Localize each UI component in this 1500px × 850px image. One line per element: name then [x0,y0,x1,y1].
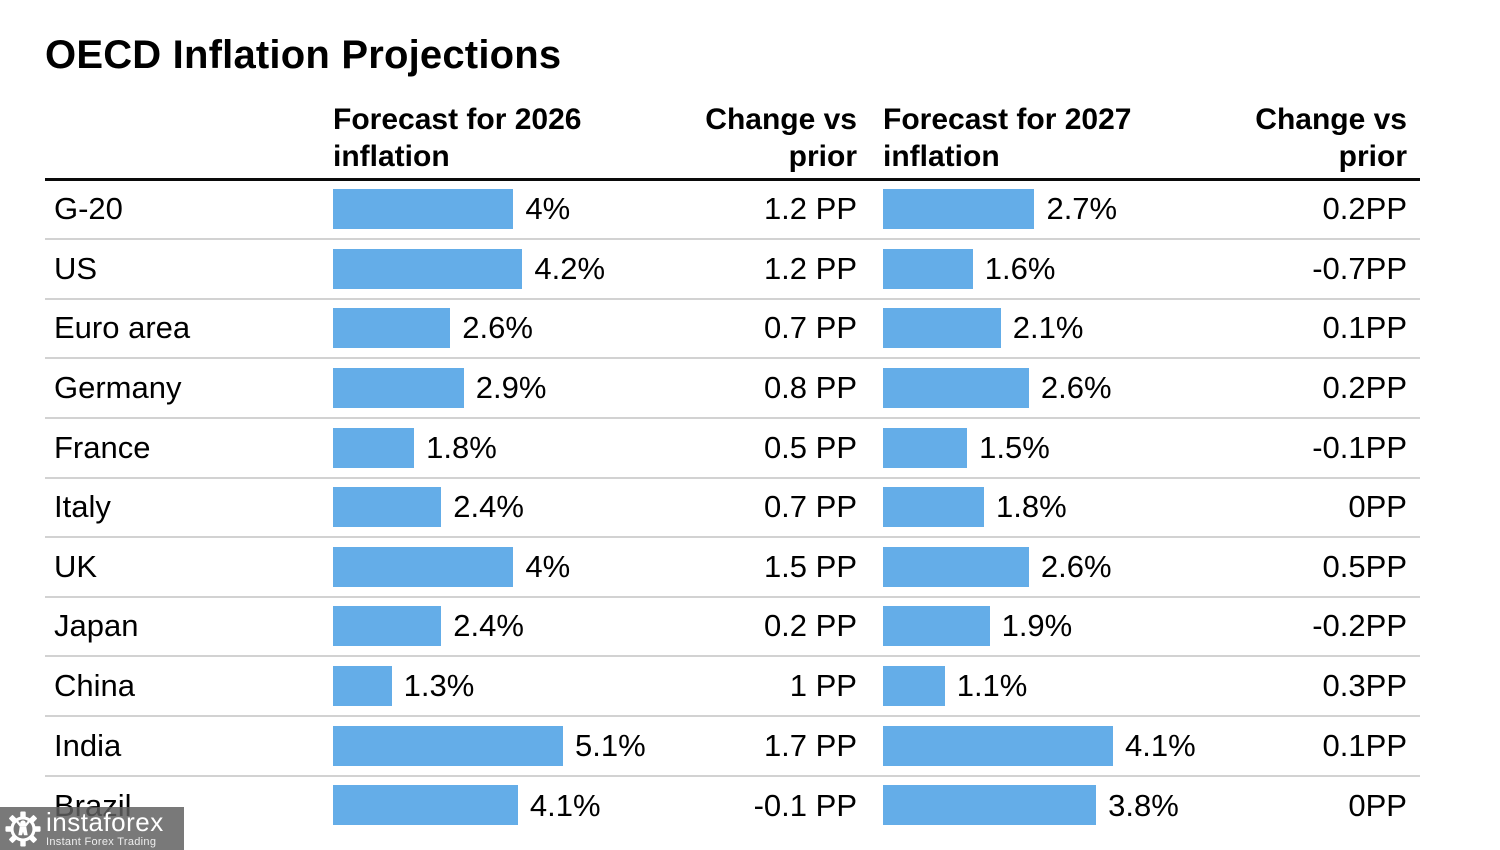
watermark-text: instaforex Instant Forex Trading [46,809,164,848]
forecast-2026-bar [333,666,392,707]
forecast-2026-bar [333,189,514,229]
change-2026-value: 1.2 PP [763,250,857,286]
forecast-2026-bar [333,546,514,587]
change-2027-value: 0.1PP [1322,310,1407,346]
change-2026-value: 1.5 PP [763,548,857,584]
change-2026-value: -0.1 PP [753,788,857,824]
row-label: US [54,250,98,286]
change-2027-value: 0.1PP [1322,727,1407,763]
change-2027-value: 0.5PP [1322,548,1407,584]
forecast-2026-value: 4.2% [534,250,606,286]
forecast-2027-bar [883,546,1029,587]
table-row: US 4.2% 1.2 PP 1.6% -0.7PP [45,240,1420,300]
change-2027-value: 0.3PP [1322,668,1407,704]
table-row: France 1.8% 0.5 PP 1.5% -0.1PP [45,419,1420,479]
forecast-2026-bar [333,367,464,408]
forecast-2026-value: 2.4% [453,489,524,525]
forecast-2026-value: 2.4% [453,608,524,644]
col-header-change-2026: Change vs prior [705,103,857,173]
forecast-2027-bar [883,785,1097,826]
row-label: China [54,668,135,704]
forecast-2026-bar [333,785,518,826]
header-rule [45,178,1420,181]
change-2026-value: 0.7 PP [763,489,857,525]
forecast-2027-bar [883,248,973,289]
forecast-2027-value: 3.8% [1108,788,1179,824]
row-label: Euro area [54,310,191,346]
forecast-2026-value: 2.9% [475,369,547,405]
forecast-2026-value: 4% [525,191,571,226]
forecast-2027-bar [883,487,984,528]
change-2026-value: 0.8 PP [763,369,857,405]
change-2027-value: 0PP [1348,489,1407,525]
row-label: G-20 [54,191,123,226]
row-label: UK [54,548,98,584]
forecast-2027-value: 2.6% [1040,548,1112,584]
change-2026-value: 0.5 PP [763,429,857,465]
table-row: China 1.3% 1 PP 1.1% 0.3PP [45,657,1420,718]
forecast-2026-value: 4.1% [529,788,601,824]
row-label: India [54,727,122,763]
forecast-2026-bar [333,308,451,349]
change-2027-value: 0.2PP [1322,369,1407,405]
forecast-2026-value: 1.3% [403,668,475,704]
table-row: UK 4% 1.5 PP 2.6% 0.5PP [45,538,1420,598]
forecast-2027-value: 1.6% [984,250,1056,286]
row-label: Japan [54,608,139,644]
forecast-2026-bar [333,606,442,647]
forecast-2027-value: 1.5% [979,429,1050,465]
forecast-2026-value: 2.6% [462,310,533,346]
change-2026-value: 0.7 PP [763,310,857,346]
forecast-2027-value: 1.8% [995,489,1067,525]
row-label: Italy [54,489,111,525]
forecast-2027-bar [883,725,1113,766]
col-header-forecast-2026: Forecast for 2026 inflation [333,103,582,173]
forecast-2026-bar [333,487,442,528]
forecast-2027-bar [883,189,1035,229]
forecast-2027-bar [883,606,990,647]
watermark-brand: instaforex [46,807,164,837]
forecast-2026-value: 1.8% [426,429,497,465]
table-row: Brazil 4.1% -0.1 PP 3.8% 0PP [45,776,1420,836]
forecast-2026-bar [333,725,563,766]
gear-person-icon [5,810,41,847]
change-2026-value: 1 PP [789,668,857,704]
table-row: Japan 2.4% 0.2 PP 1.9% -0.2PP [45,597,1420,658]
forecast-2026-value: 4% [525,548,571,584]
table-row: Germany 2.9% 0.8 PP 2.6% 0.2PP [45,359,1420,419]
forecast-2027-bar [883,367,1029,408]
table-row: Italy 2.4% 0.7 PP 1.8% 0PP [45,478,1420,539]
forecast-2027-value: 1.1% [956,668,1028,704]
instaforex-watermark: instaforex Instant Forex Trading [0,807,184,850]
watermark-tagline: Instant Forex Trading [46,836,157,848]
change-2027-value: -0.7PP [1312,250,1407,286]
col-header-forecast-2027: Forecast for 2027 inflation [883,103,1132,173]
row-label: France [54,429,151,465]
chart-title: OECD Inflation Projections [45,33,562,77]
change-2027-value: 0PP [1348,788,1407,824]
forecast-2027-value: 2.6% [1040,369,1112,405]
change-2027-value: 0.2PP [1322,191,1407,226]
forecast-2026-value: 5.1% [575,727,646,763]
change-2026-value: 1.2 PP [763,191,857,226]
forecast-2027-bar [883,666,945,707]
col-header-change-2027: Change vs prior [1255,103,1407,173]
forecast-2027-value: 4.1% [1125,727,1196,763]
change-2027-value: -0.2PP [1312,608,1407,644]
change-2026-value: 0.2 PP [763,608,857,644]
forecast-2027-bar [883,427,968,468]
table-row: G-20 4% 1.2 PP 2.7% 0.2PP [45,180,1420,240]
forecast-2027-value: 2.7% [1046,191,1118,226]
forecast-2026-bar [333,427,415,468]
row-label: Germany [54,369,182,405]
forecast-2027-value: 1.9% [1001,608,1073,644]
forecast-2027-value: 2.1% [1012,310,1084,346]
table-row: India 5.1% 1.7 PP 4.1% 0.1PP [45,717,1420,777]
change-2027-value: -0.1PP [1312,429,1407,465]
table-row: Euro area 2.6% 0.7 PP 2.1% 0.1PP [45,299,1420,360]
change-2026-value: 1.7 PP [763,727,857,763]
forecast-2027-bar [883,308,1001,349]
forecast-2026-bar [333,248,523,289]
